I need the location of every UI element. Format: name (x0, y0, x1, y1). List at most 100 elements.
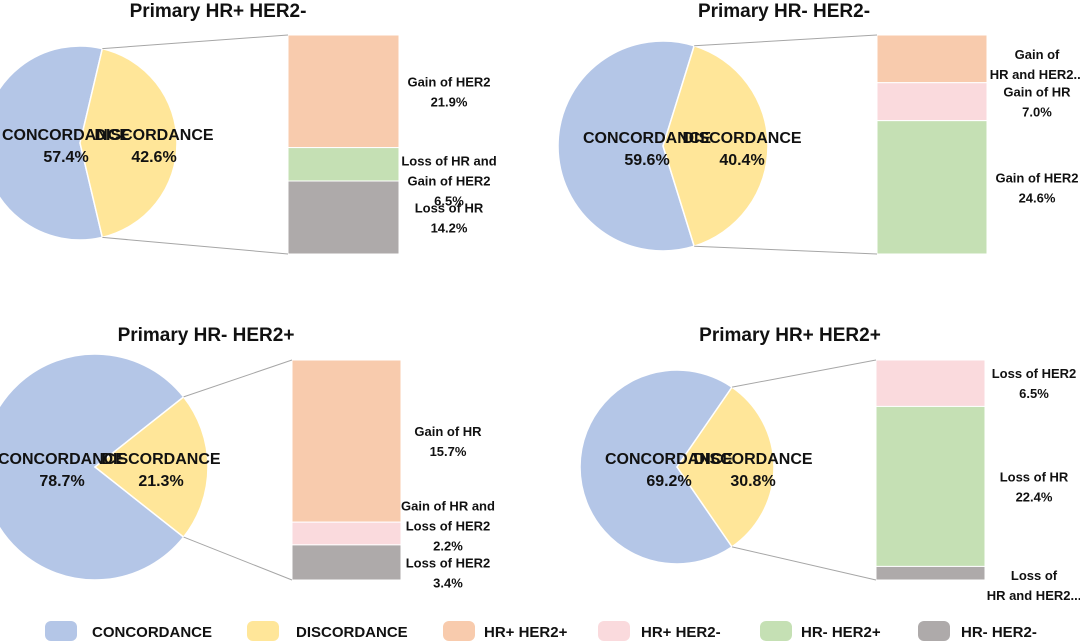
chart-1-segment-loss-of-hr (287, 180, 400, 255)
chart-2-segment-label-gain-of-hr-and-her2-line-2: HR and HER2... (990, 67, 1080, 82)
chart-1-slice-label-discordance: DISCORDANCE (94, 127, 213, 144)
chart-2-segment-label-gain-of-her2-value: 24.6% (1019, 190, 1056, 205)
chart-4-segment-loss-of-her2 (875, 359, 986, 407)
legend-label-hr-pos-her2-pos: HR+ HER2+ (484, 624, 568, 641)
chart-3-segment-label-gain-of-hr-value: 15.7% (430, 444, 467, 459)
chart-4-slice-label-discordance: DISCORDANCE (693, 451, 812, 468)
chart-3: Primary HR- HER2+ CONCORDANCE 78.7% DISCOR… (0, 325, 495, 590)
legend: CONCORDANCE DISCORDANCE HR+ HER2+ HR+ HE… (45, 621, 1037, 641)
legend-label-hr-neg-her2-pos: HR- HER2+ (801, 624, 881, 641)
chart-1-segment-label-gain-of-her2-line-1: Gain of HER2 (407, 74, 490, 89)
chart-1-slice-concordance (0, 45, 104, 241)
chart-2-slice-discordance (662, 44, 769, 248)
chart-1-slice-label-concordance: CONCORDANCE (2, 127, 130, 144)
chart-3-segment-label-gain-of-hr-and-loss-of-her2-line-1: Gain of HR and (401, 499, 495, 514)
chart-4-connector-bottom (731, 546, 877, 581)
legend-item-hr-neg-her2-neg[interactable]: HR- HER2- (918, 621, 1037, 641)
chart-3-slice-discordance (93, 395, 209, 539)
chart-4-segment-loss-of-hr (875, 405, 986, 567)
chart-2-connector-top (694, 34, 878, 47)
chart-4-segment-label-loss-of-her2-value: 6.5% (1019, 386, 1049, 401)
chart-4-slice-concordance (579, 369, 734, 565)
chart-3-segment-label-gain-of-hr-and-loss-of-her2-line-2: Loss of HER2 (406, 519, 491, 534)
chart-1-segment-label-loss-of-hr-and-gain-of-her2-line-2: Gain of HER2 (407, 173, 490, 188)
chart-4-slice-value-concordance: 69.2% (646, 473, 691, 490)
legend-item-hr-pos-her2-pos[interactable]: HR+ HER2+ (443, 621, 568, 641)
chart-3-slice-value-discordance: 21.3% (138, 473, 183, 490)
chart-3-breakdown-bar: Gain of HR 15.7% Gain of HR and Loss of HER… (183, 359, 495, 590)
chart-3-slice-concordance (0, 353, 185, 581)
chart-4-pie: CONCORDANCE 69.2%DISCORDANCE 30.8% (579, 369, 813, 565)
chart-1-slice-value-discordance: 42.6% (131, 149, 176, 166)
chart-1: Primary HR+ HER2- CONCORDANCE 57.4% DISCOR… (0, 1, 497, 255)
chart-1-title: Primary HR+ HER2- (130, 1, 307, 22)
chart-3-slice-label-concordance: CONCORDANCE (0, 451, 126, 468)
chart-2-pie: CONCORDANCE 59.6% DISCORDANCE 40.4% (557, 40, 802, 252)
chart-2-segment-label-gain-of-her2-line-1: Gain of HER2 (995, 170, 1078, 185)
chart-3-segment-loss-of-her2 (291, 544, 402, 581)
chart-4-title: Primary HR+ HER2+ (699, 325, 881, 346)
legend-label-hr-neg-her2-neg: HR- HER2- (961, 624, 1037, 641)
chart-3-segment-gain-of-hr-and-loss-of-her2 (291, 521, 402, 546)
chart-4-segment-label-loss-of-hr-and-her2-line-2: HR and HER2... (987, 588, 1080, 603)
chart-1-segment-label-loss-of-hr-line-1: Loss of HR (415, 201, 484, 216)
chart-3-connector-bottom (183, 536, 293, 581)
legend-swatch-discordance (247, 621, 279, 641)
chart-3-title: Primary HR- HER2+ (118, 325, 295, 346)
legend-item-discordance[interactable]: DISCORDANCE (247, 621, 408, 641)
chart-2-slice-value-discordance: 40.4% (719, 152, 764, 169)
chart-2-segment-label-gain-of-hr-and-her2-line-1: Gain of (1015, 47, 1060, 62)
chart-4-breakdown-bar: Loss of HER2 6.5% Loss of HR 22.4% Loss of HR… (731, 359, 1080, 603)
chart-2-slice-concordance (557, 40, 696, 252)
chart-3-segment-label-loss-of-her2-line-1: Loss of HER2 (406, 555, 491, 570)
chart-2-segment-label-gain-of-hr-value: 7.0% (1022, 105, 1052, 120)
chart-3-segment-gain-of-hr (291, 359, 402, 523)
legend-label-discordance: DISCORDANCE (296, 624, 408, 641)
legend-swatch-hr-neg-her2-pos (760, 621, 792, 641)
chart-2-segment-gain-of-her2 (876, 120, 988, 255)
chart-1-segment-gain-of-her2 (287, 34, 400, 149)
chart-4: Primary HR+ HER2+ CONCORDANCE 69.2%DISCOR… (579, 325, 1080, 603)
chart-2-segment-gain-of-hr (876, 82, 988, 122)
chart-4-slice-discordance (676, 386, 775, 548)
legend-swatch-concordance (45, 621, 77, 641)
legend-item-concordance[interactable]: CONCORDANCE (45, 621, 212, 641)
chart-2-slice-value-concordance: 59.6% (624, 152, 669, 169)
chart-1-connector-top (102, 34, 289, 50)
legend-label-hr-pos-her2-neg: HR+ HER2- (641, 624, 721, 641)
chart-1-breakdown-bar: Gain of HER2 21.9% Loss of HR and Gain of H… (102, 34, 497, 255)
chart-1-segment-label-loss-of-hr-value: 14.2% (431, 221, 468, 236)
chart-4-segment-label-loss-of-her2-line-1: Loss of HER2 (992, 366, 1077, 381)
chart-2: Primary HR- HER2- CONCORDANCE 59.6% DISCOR… (557, 1, 1080, 255)
chart-4-segment-loss-of-hr-and-her2 (875, 565, 986, 581)
chart-1-slice-value-concordance: 57.4% (43, 149, 88, 166)
chart-3-connector-top (183, 359, 293, 398)
legend-swatch-hr-pos-her2-neg (598, 621, 630, 641)
chart-4-slice-label-concordance: CONCORDANCE (605, 451, 733, 468)
chart-2-title: Primary HR- HER2- (698, 1, 870, 22)
legend-swatch-hr-pos-her2-pos (443, 621, 475, 641)
chart-3-pie: CONCORDANCE 78.7% DISCORDANCE 21.3% (0, 353, 221, 581)
legend-swatch-hr-neg-her2-neg (918, 621, 950, 641)
chart-1-segment-label-loss-of-hr-and-gain-of-her2-value: 6.5% (434, 193, 464, 208)
legend-item-hr-neg-her2-pos[interactable]: HR- HER2+ (760, 621, 881, 641)
legend-item-hr-pos-her2-neg[interactable]: HR+ HER2- (598, 621, 721, 641)
chart-2-slice-label-concordance: CONCORDANCE (583, 130, 711, 147)
chart-1-pie: CONCORDANCE 57.4% DISCORDANCE 42.6% (0, 45, 214, 241)
chart-2-segment-gain-of-hr-and-her2 (876, 34, 988, 84)
chart-1-connector-bottom (102, 236, 289, 255)
chart-2-slice-label-discordance: DISCORDANCE (682, 130, 801, 147)
legend-label-concordance: CONCORDANCE (92, 624, 212, 641)
chart-4-slice-value-discordance: 30.8% (730, 473, 775, 490)
chart-3-slice-label-discordance: DISCORDANCE (101, 451, 220, 468)
chart-3-segment-label-loss-of-her2-value: 3.4% (433, 575, 463, 590)
chart-1-slice-discordance (79, 47, 178, 239)
chart-2-connector-bottom (694, 245, 878, 255)
chart-1-segment-label-gain-of-her2-value: 21.9% (431, 94, 468, 109)
chart-2-breakdown-bar: Gain of HR and HER2... Gain of HR 7.0% Gain … (694, 34, 1080, 255)
chart-4-segment-label-loss-of-hr-line-1: Loss of HR (1000, 469, 1069, 484)
chart-4-connector-top (731, 359, 877, 388)
chart-1-segment-loss-of-hr-and-gain-of-her2 (287, 147, 400, 182)
chart-2-segment-label-gain-of-hr-line-1: Gain of HR (1003, 85, 1071, 100)
